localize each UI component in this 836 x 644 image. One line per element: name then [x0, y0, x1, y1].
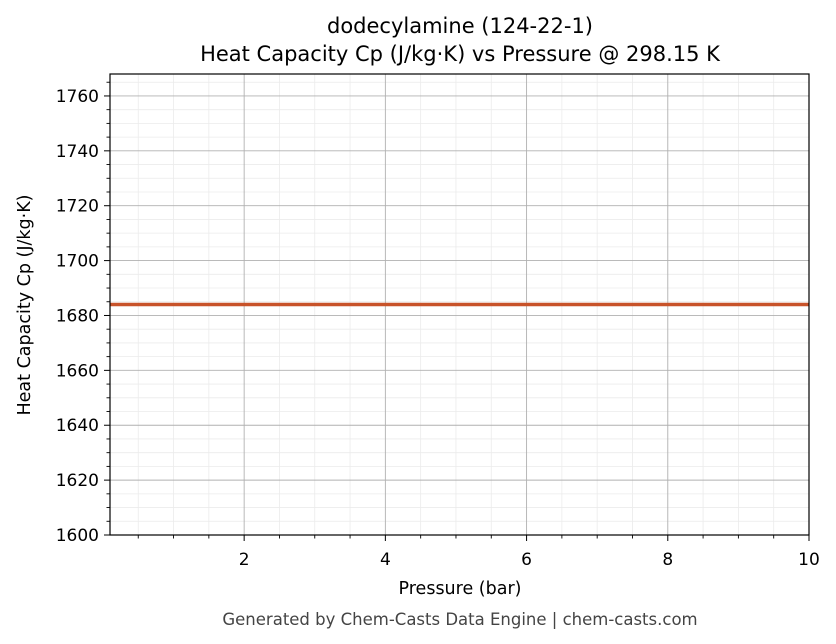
x-axis-label: Pressure (bar)	[399, 579, 522, 599]
x-tick-label: 10	[798, 550, 820, 570]
footer-credit: Generated by Chem-Casts Data Engine | ch…	[222, 610, 697, 629]
y-tick-label: 1640	[56, 416, 99, 436]
x-tick-label: 4	[380, 550, 391, 570]
x-axis-ticks: 2 4 6 8 10	[137, 535, 820, 570]
y-tick-label: 1720	[56, 197, 99, 217]
y-tick-label: 1760	[56, 87, 99, 107]
plot-frame	[109, 73, 810, 536]
x-tick-label: 6	[521, 550, 532, 570]
chart-subtitle: Heat Capacity Cp (J/kg·K) vs Pressure @ …	[200, 42, 721, 66]
y-axis-ticks: 1600 1620 1640 1660 1680 1700 1720 1740 1760	[56, 81, 110, 546]
y-axis-label: Heat Capacity Cp (J/kg·K)	[15, 195, 35, 416]
y-tick-label: 1680	[56, 306, 99, 326]
y-tick-label: 1660	[56, 361, 99, 381]
x-tick-label: 2	[239, 550, 250, 570]
y-tick-label: 1740	[56, 142, 99, 162]
y-tick-label: 1620	[56, 471, 99, 491]
x-tick-label: 8	[662, 550, 673, 570]
y-tick-label: 1600	[56, 526, 99, 546]
chart-title: dodecylamine (124-22-1)	[327, 14, 593, 38]
y-tick-label: 1700	[56, 252, 99, 272]
